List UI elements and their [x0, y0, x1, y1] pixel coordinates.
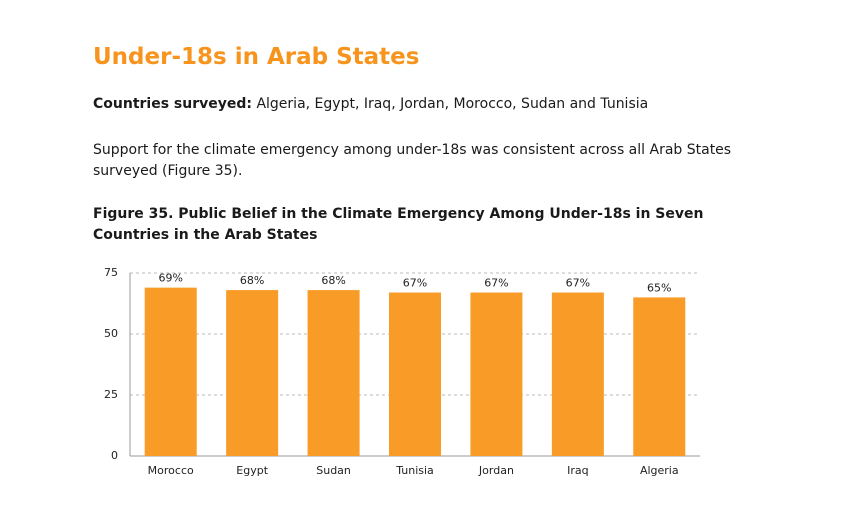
bar [470, 292, 523, 456]
bar [307, 290, 360, 456]
bar [389, 292, 441, 456]
chart: 0 25 50 75 Morocco 69% Egypt 68% Sudan 68% Tunisia… [104, 266, 700, 477]
y-tick-label: 25 [104, 388, 118, 401]
y-tick-label: 0 [111, 449, 118, 462]
x-tick-label: Jordan [478, 464, 514, 477]
countries: Algeria, Egypt, Iraq, Jordan, Morocco, S… [256, 96, 649, 112]
heading: Under-18s in Arab States [93, 44, 420, 70]
value-label: 67% [566, 277, 590, 290]
value-label: 67% [484, 277, 508, 290]
x-tick-label: Tunisia [395, 464, 434, 477]
y-tick-label: 50 [104, 327, 118, 340]
y-tick-label: 75 [104, 266, 118, 279]
bar [144, 287, 197, 456]
value-label: 67% [403, 277, 427, 290]
x-tick-label: Egypt [236, 464, 268, 477]
x-tick-label: Morocco [148, 464, 194, 477]
value-label: 68% [240, 274, 264, 287]
bar [551, 292, 604, 456]
bar [633, 297, 686, 456]
bar [226, 290, 279, 456]
x-tick-label: Sudan [316, 464, 351, 477]
value-label: 69% [158, 272, 182, 285]
countries-label: Countries surveyed: [93, 96, 252, 112]
value-label: 65% [647, 281, 671, 294]
figure-title: Figure 35. Public Belief in the Climate … [93, 206, 704, 243]
x-tick-label: Algeria [640, 464, 679, 477]
value-label: 68% [321, 274, 345, 287]
paragraph: Support for the climate emergency among … [93, 142, 732, 179]
countries-line: Countries surveyed: Algeria, Egypt, Iraq… [93, 96, 648, 112]
x-tick-label: Iraq [567, 464, 589, 477]
